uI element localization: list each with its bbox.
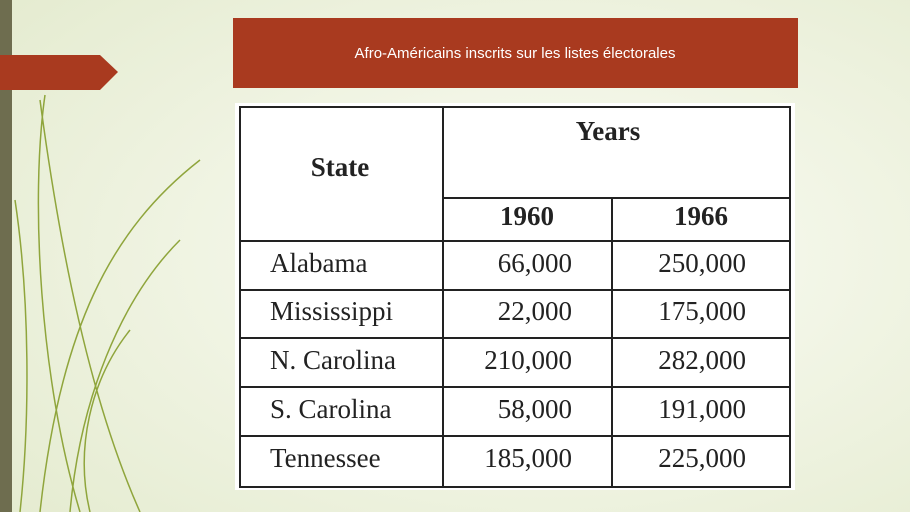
year-header: 1966: [674, 201, 728, 231]
state-name: S. Carolina: [270, 394, 392, 424]
count-cell: 210,000: [484, 345, 572, 375]
state-name: Alabama: [270, 248, 367, 278]
slide-title: Afro-Américains inscrits sur les listes …: [355, 45, 676, 62]
state-name: N. Carolina: [270, 345, 396, 375]
state-name: Mississippi: [270, 296, 393, 326]
count-cell: 185,000: [484, 443, 572, 473]
count-cell: 250,000: [658, 248, 746, 278]
table-cells: 1960 1966 Alabama 66,000 250,000 Mississippi 2…: [270, 201, 746, 473]
count-cell: 175,000: [658, 296, 746, 326]
count-cell: 66,000: [498, 248, 572, 278]
state-header: State: [311, 152, 369, 182]
year-header: 1960: [500, 201, 554, 231]
count-cell: 282,000: [658, 345, 746, 375]
arrow-tab: [0, 55, 118, 90]
count-cell: 191,000: [658, 394, 746, 424]
leaf-decoration: [14, 94, 201, 512]
count-cell: 58,000: [498, 394, 572, 424]
title-box: [233, 18, 798, 88]
count-cell: 225,000: [658, 443, 746, 473]
count-cell: 22,000: [498, 296, 572, 326]
state-name: Tennessee: [270, 443, 381, 473]
table-panel: [235, 103, 795, 490]
years-header: Years: [576, 116, 640, 146]
table-grid: [239, 106, 791, 488]
side-bar: [0, 0, 12, 512]
